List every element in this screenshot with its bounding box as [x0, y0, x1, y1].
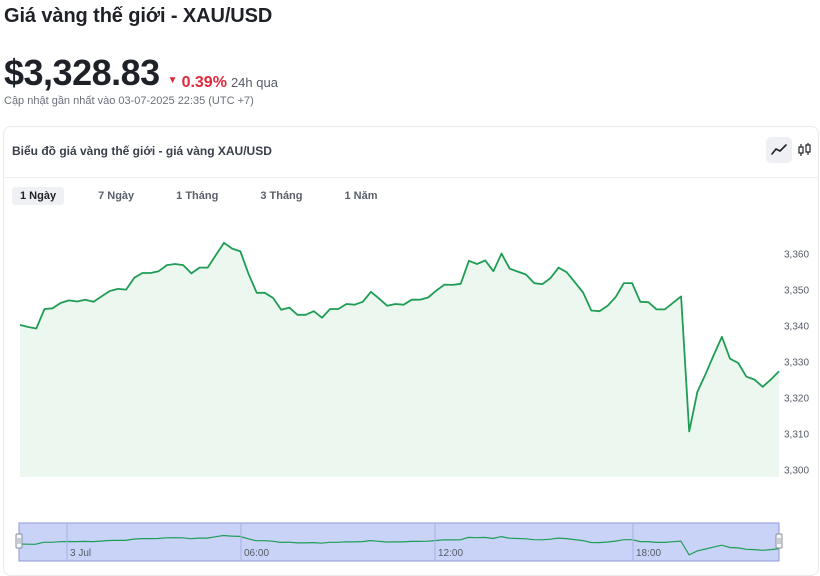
range-tab-7-days[interactable]: 7 Ngày	[98, 190, 135, 202]
navigator-left-handle[interactable]	[15, 533, 23, 549]
range-tab-3-months[interactable]: 3 Tháng	[260, 190, 303, 202]
y-tick-label: 3,310	[784, 430, 809, 441]
y-tick-label: 3,320	[784, 394, 809, 405]
candlestick-icon	[798, 143, 811, 156]
navigator-time-label: 3 Jul	[70, 548, 91, 559]
y-tick-label: 3,330	[784, 358, 809, 369]
last-updated: Cập nhật gần nhất vào 03-07-2025 22:35 (…	[4, 95, 254, 107]
y-tick-label: 3,350	[784, 286, 809, 297]
navigator-right-handle[interactable]	[775, 533, 783, 549]
price-change: ▼ 0.39% 24h qua	[168, 74, 278, 92]
line-chart-toggle[interactable]	[766, 137, 792, 163]
y-tick-label: 3,340	[784, 322, 809, 333]
caret-down-icon: ▼	[167, 75, 178, 86]
card-divider	[4, 177, 818, 178]
page-title: Giá vàng thế giới - XAU/USD	[4, 5, 273, 27]
range-tab-1-year[interactable]: 1 Năm	[344, 190, 378, 202]
navigator-time-label: 06:00	[244, 548, 269, 559]
range-tab-1-day[interactable]: 1 Ngày	[12, 187, 65, 205]
y-tick-label: 3,360	[784, 250, 809, 261]
price-row: $3,328.83 ▼ 0.39% 24h qua	[4, 52, 278, 94]
navigator-line	[18, 534, 780, 556]
range-tab-1-month[interactable]: 1 Tháng	[176, 190, 219, 202]
line-chart-icon	[771, 144, 787, 155]
chart-card-title: Biểu đồ giá vàng thế giới - giá vàng XAU…	[12, 144, 272, 158]
change-percent: 0.39%	[181, 73, 227, 91]
current-price: $3,328.83	[4, 52, 160, 93]
change-period: 24h qua	[230, 75, 278, 90]
price-line	[19, 241, 780, 433]
price-chart: 3,300 3,310 3,320 3,330 3,340 3,350 3,360 3 Jul…	[15, 241, 809, 562]
candlestick-chart-toggle[interactable]	[792, 137, 818, 163]
navigator-time-label: 18:00	[636, 548, 661, 559]
price-area	[20, 242, 779, 477]
y-tick-label: 3,300	[784, 466, 809, 477]
range-tabs: 1 Ngày 7 Ngày 1 Tháng 3 Tháng 1 Năm	[12, 187, 412, 205]
navigator-time-label: 12:00	[438, 548, 463, 559]
